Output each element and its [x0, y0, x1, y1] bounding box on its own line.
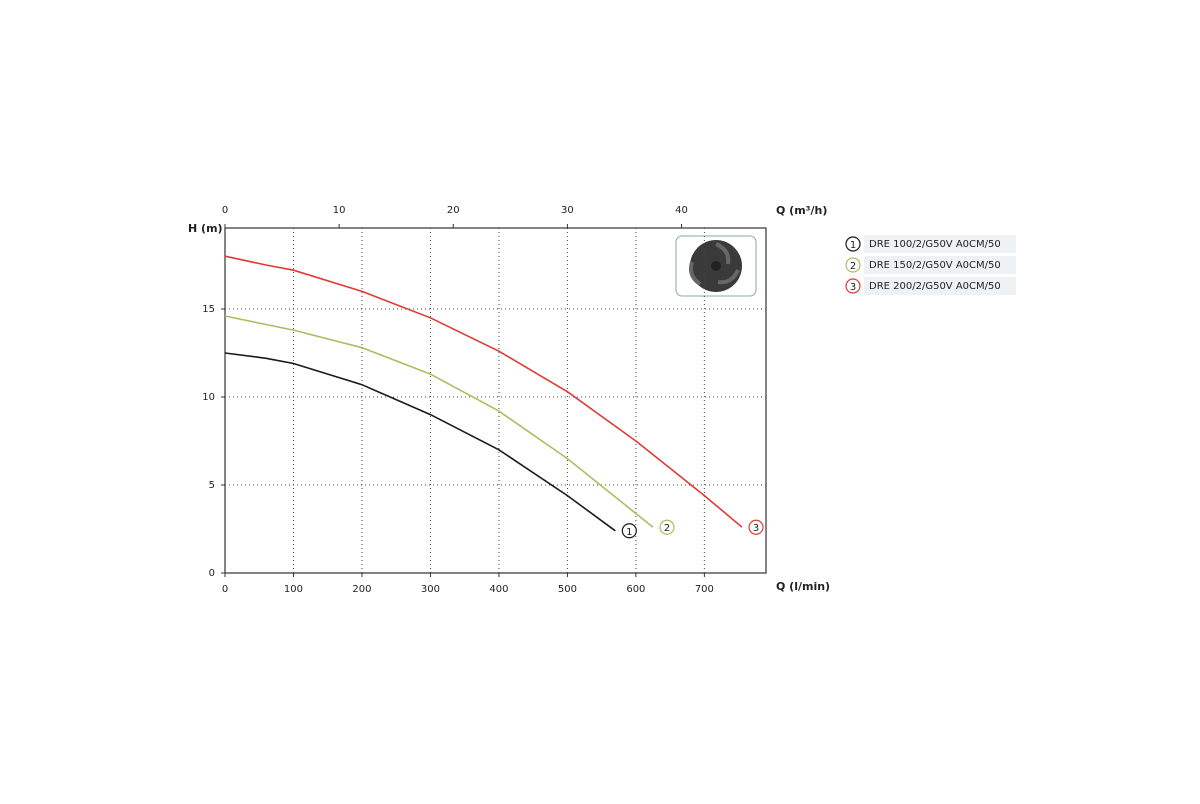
x2-tick-label: 0	[222, 205, 228, 216]
x-axis-label: Q (l/min)	[776, 580, 830, 593]
legend-bg	[864, 235, 1016, 253]
x-tick-label: 0	[222, 584, 228, 595]
curve	[224, 352, 616, 532]
legend-marker	[845, 278, 861, 294]
legend-marker-label: 1	[850, 240, 856, 251]
x-tick-label: 700	[695, 584, 714, 595]
plot-frame	[224, 227, 767, 574]
legend-marker-label: 2	[850, 261, 856, 272]
x2-tick-label: 30	[561, 205, 574, 216]
legend-marker-label: 3	[850, 282, 856, 293]
y-axis-label: H (m)	[188, 222, 223, 235]
y-tick-label: 5	[209, 480, 215, 491]
legend-marker	[845, 236, 861, 252]
x-tick-label: 100	[284, 584, 303, 595]
x-tick-label: 400	[489, 584, 508, 595]
legend-entry: DRE 200/2/G50V A0CM/50	[869, 281, 1001, 292]
x2-tick-label: 10	[333, 205, 346, 216]
curve-marker	[659, 519, 675, 535]
x2-axis-label: Q (m³/h)	[776, 204, 827, 217]
x2-tick-label: 40	[675, 205, 688, 216]
curve-marker-label: 1	[626, 527, 632, 538]
curve-marker-label: 3	[753, 523, 759, 534]
x-tick-label: 300	[421, 584, 440, 595]
x2-tick-label: 20	[447, 205, 460, 216]
x-tick-label: 500	[558, 584, 577, 595]
legend-entry: DRE 100/2/G50V A0CM/50	[869, 239, 1001, 250]
legend-bg	[864, 256, 1016, 274]
legend-marker	[845, 257, 861, 273]
curve	[224, 315, 654, 528]
legend-entry: DRE 150/2/G50V A0CM/50	[869, 260, 1001, 271]
x-tick-label: 600	[626, 584, 645, 595]
curve-marker	[621, 523, 637, 539]
curve-marker-label: 2	[664, 523, 670, 534]
curve-marker	[748, 519, 764, 535]
x-tick-label: 200	[352, 584, 371, 595]
y-tick-label: 15	[202, 304, 215, 315]
y-tick-label: 0	[209, 568, 215, 579]
impeller-image	[675, 235, 757, 297]
curve	[224, 255, 743, 528]
legend-bg	[864, 277, 1016, 295]
y-tick-label: 10	[202, 392, 215, 403]
